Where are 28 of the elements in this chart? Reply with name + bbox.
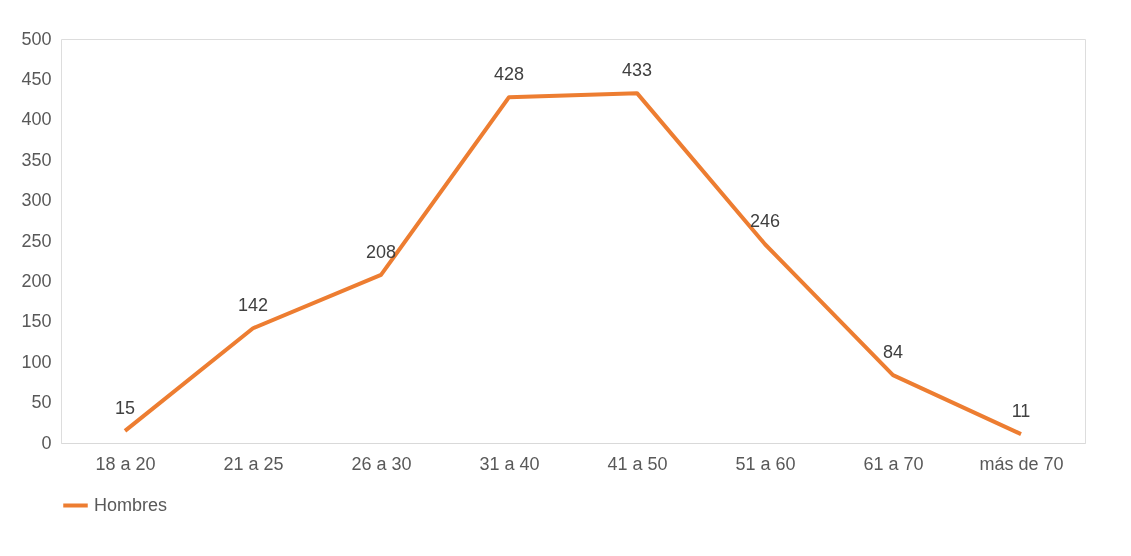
y-tick-label: 350 <box>21 149 52 170</box>
x-tick-label: 21 a 25 <box>223 453 284 474</box>
x-tick-label: 41 a 50 <box>607 453 668 474</box>
x-tick-label: 51 a 60 <box>735 453 796 474</box>
y-tick-label: 400 <box>21 109 52 130</box>
y-tick-label: 450 <box>21 68 52 89</box>
data-label: 142 <box>237 295 269 316</box>
y-tick-label: 300 <box>21 190 52 211</box>
data-label: 208 <box>365 241 397 262</box>
x-tick-label: 26 a 30 <box>351 453 412 474</box>
y-tick-label: 250 <box>21 230 52 251</box>
x-tick-label: 18 a 20 <box>95 453 156 474</box>
legend-label: Hombres <box>94 494 168 515</box>
y-tick-label: 100 <box>21 351 52 372</box>
data-label: 15 <box>114 397 136 418</box>
y-tick-label: 200 <box>21 270 52 291</box>
y-tick-label: 150 <box>21 311 52 332</box>
y-tick-label: 50 <box>31 392 52 413</box>
data-label: 433 <box>621 60 653 81</box>
x-tick-label: 31 a 40 <box>479 453 540 474</box>
y-tick-label: 500 <box>21 28 52 49</box>
data-label: 11 <box>1011 401 1031 422</box>
data-label: 84 <box>882 342 904 363</box>
x-tick-label: 61 a 70 <box>863 453 924 474</box>
x-tick-label: más de 70 <box>979 453 1064 474</box>
data-label: 428 <box>493 64 525 85</box>
y-tick-label: 0 <box>41 432 52 453</box>
data-label: 246 <box>749 211 781 232</box>
